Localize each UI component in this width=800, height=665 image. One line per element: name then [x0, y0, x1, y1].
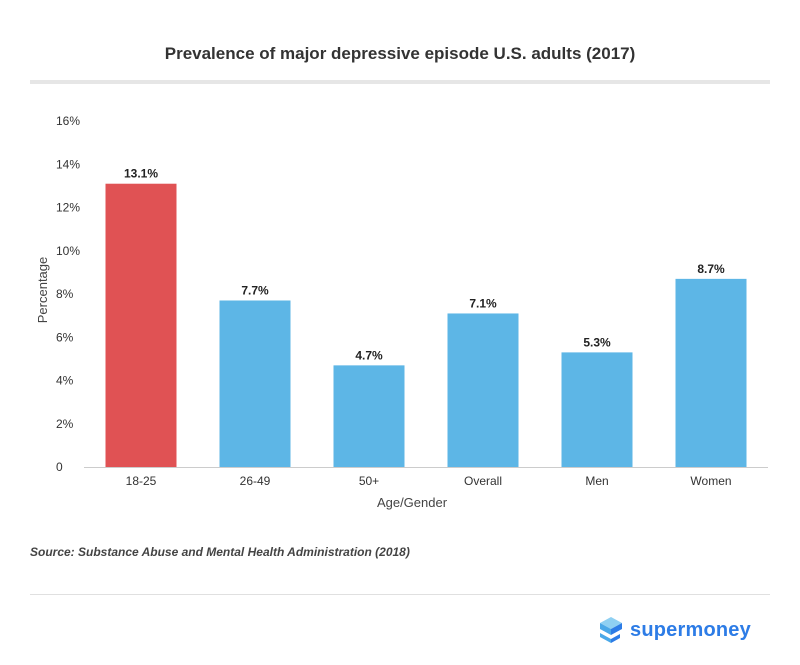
x-tick-label: 18-25 [126, 474, 157, 488]
y-tick-label: 0 [56, 460, 63, 474]
y-axis-label: Percentage [35, 257, 50, 324]
brand-name: supermoney [630, 618, 751, 641]
x-tick-label: 26-49 [240, 474, 271, 488]
bar-chart: 0 2% 4% 6% 8% 10% 12% 14% 16% Percentage 13.1% 18-2… [35, 114, 768, 510]
footer-divider [30, 594, 770, 595]
title-divider [30, 80, 770, 84]
bar-women [675, 278, 747, 467]
data-label: 7.1% [469, 296, 497, 310]
y-tick-label: 6% [56, 330, 74, 344]
data-label: 5.3% [583, 335, 611, 349]
x-axis-label: Age/Gender [377, 495, 448, 510]
bar-26-49 [219, 300, 291, 467]
x-tick-label: 50+ [359, 474, 379, 488]
x-tick-label: Overall [464, 474, 502, 488]
bar-overall [447, 313, 519, 467]
data-label: 13.1% [124, 167, 158, 181]
bar-men [561, 352, 633, 467]
y-tick-label: 12% [56, 201, 80, 215]
y-tick-label: 4% [56, 374, 74, 388]
y-tick-label: 16% [56, 114, 80, 128]
bar-18-25 [105, 183, 177, 467]
data-label: 7.7% [241, 283, 269, 297]
chart-title: Prevalence of major depressive episode U… [164, 44, 636, 63]
y-tick-label: 2% [56, 417, 74, 431]
x-tick-label: Men [585, 474, 608, 488]
source-note: Source: Substance Abuse and Mental Healt… [30, 545, 410, 559]
brand-logo[interactable]: supermoney [596, 615, 751, 645]
supermoney-cube-icon [600, 617, 622, 643]
bar-50- [333, 365, 405, 467]
data-label: 8.7% [697, 262, 725, 276]
data-label: 4.7% [355, 348, 383, 362]
y-tick-label: 10% [56, 244, 80, 258]
y-tick-label: 8% [56, 287, 74, 301]
x-tick-label: Women [690, 474, 731, 488]
y-tick-label: 14% [56, 157, 80, 171]
